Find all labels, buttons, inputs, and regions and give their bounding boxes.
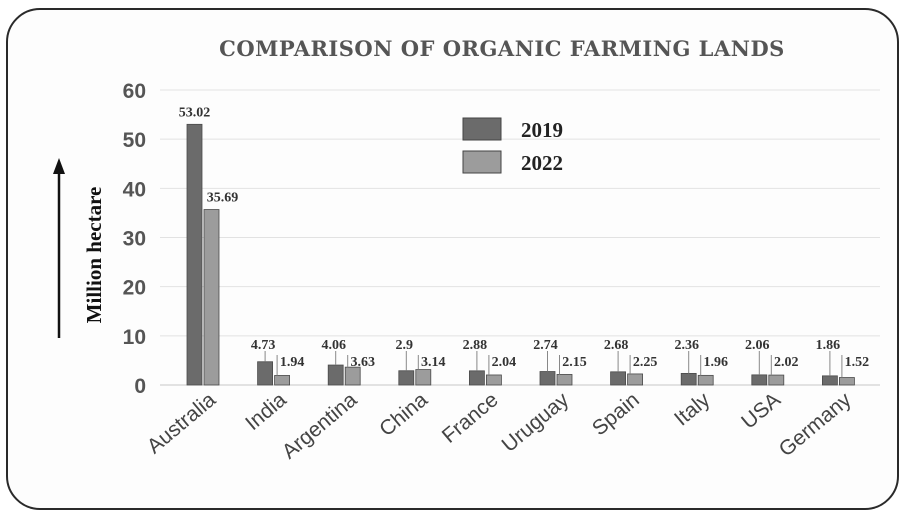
bar-2022-china (415, 369, 432, 386)
value-label: 4.06 (321, 338, 346, 353)
bar-2019-spain (610, 371, 626, 386)
value-label: 2.15 (562, 355, 587, 370)
chart-frame (6, 8, 899, 510)
x-tick-label: Uruguay (498, 388, 574, 457)
x-tick-label: Germany (775, 388, 856, 461)
bar-2019-argentina (327, 364, 344, 386)
bar-2022-germany (839, 377, 855, 386)
chart-title: COMPARISON OF ORGANIC FARMING LANDS (219, 36, 785, 61)
value-label: 2.06 (745, 338, 770, 353)
bar-2019-china (398, 370, 415, 386)
value-label: 1.96 (703, 355, 728, 370)
y-axis-ticks: 0 10 20 30 40 50 60 (123, 80, 146, 398)
bar-2022-usa (768, 374, 785, 386)
bar-2019-india (257, 361, 274, 386)
x-tick-label: France (438, 388, 503, 448)
bar-2019-italy (680, 372, 697, 386)
legend-swatch (462, 150, 502, 174)
x-tick-label: Argentina (278, 388, 362, 464)
value-label: 1.94 (280, 355, 305, 370)
y-tick-label: 50 (123, 129, 146, 152)
y-tick-label: 0 (134, 375, 146, 398)
value-label: 3.63 (350, 355, 375, 370)
value-label: 2.9 (396, 338, 414, 353)
legend-label: 2022 (521, 151, 563, 175)
value-label: 1.52 (845, 355, 870, 370)
y-tick-label: 10 (123, 326, 146, 349)
y-tick-label: 20 (123, 277, 146, 300)
y-axis-label: Million hectare (82, 187, 106, 324)
x-tick-label: Australia (143, 388, 221, 458)
value-label: 2.68 (604, 338, 629, 353)
y-tick-label: 60 (123, 80, 146, 103)
bar-2022-argentina (344, 366, 361, 386)
y-axis-title: Million hectare (53, 158, 106, 338)
value-label: 2.36 (674, 338, 699, 353)
bar-2022-australia (203, 209, 220, 386)
value-label: 4.73 (251, 338, 276, 353)
bar-2022-france (485, 374, 502, 386)
value-label: 2.04 (492, 355, 517, 370)
bar-2022-spain (627, 373, 643, 386)
bar-2019-france (468, 370, 485, 386)
value-label: 2.02 (774, 355, 799, 370)
x-tick-label: China (375, 388, 432, 441)
bar-2022-italy (697, 374, 714, 386)
bar-2019-germany (822, 375, 838, 386)
legend-label: 2019 (521, 118, 563, 142)
label-leader-lines (264, 351, 843, 378)
value-label: 2.25 (633, 355, 658, 370)
x-tick-label: Italy (670, 388, 715, 431)
y-tick-label: 40 (123, 178, 146, 201)
y-axis-arrow-head (53, 158, 65, 174)
x-tick-label: Spain (588, 388, 644, 440)
value-label: 2.88 (463, 338, 488, 353)
legend: 2019 2022 (462, 117, 563, 175)
y-tick-label: 30 (123, 228, 146, 251)
x-tick-label: India (241, 388, 291, 435)
value-label: 1.86 (816, 338, 841, 353)
value-label: 35.69 (207, 191, 239, 206)
bar-2022-india (274, 375, 291, 386)
bar-2022-uruguay (556, 374, 573, 386)
value-label: 3.14 (421, 355, 446, 370)
value-label: 2.74 (533, 338, 558, 353)
value-labels: 53.02 4.73 4.06 2.9 2.88 2.74 2.68 2.36 2.06 1.86… (179, 105, 869, 370)
legend-swatch (462, 117, 502, 141)
bar-2019-usa (751, 374, 768, 386)
value-label: 53.02 (179, 105, 211, 120)
x-tick-label: USA (737, 388, 785, 433)
bar-2019-uruguay (539, 371, 556, 386)
bar-2019-australia (186, 123, 203, 386)
